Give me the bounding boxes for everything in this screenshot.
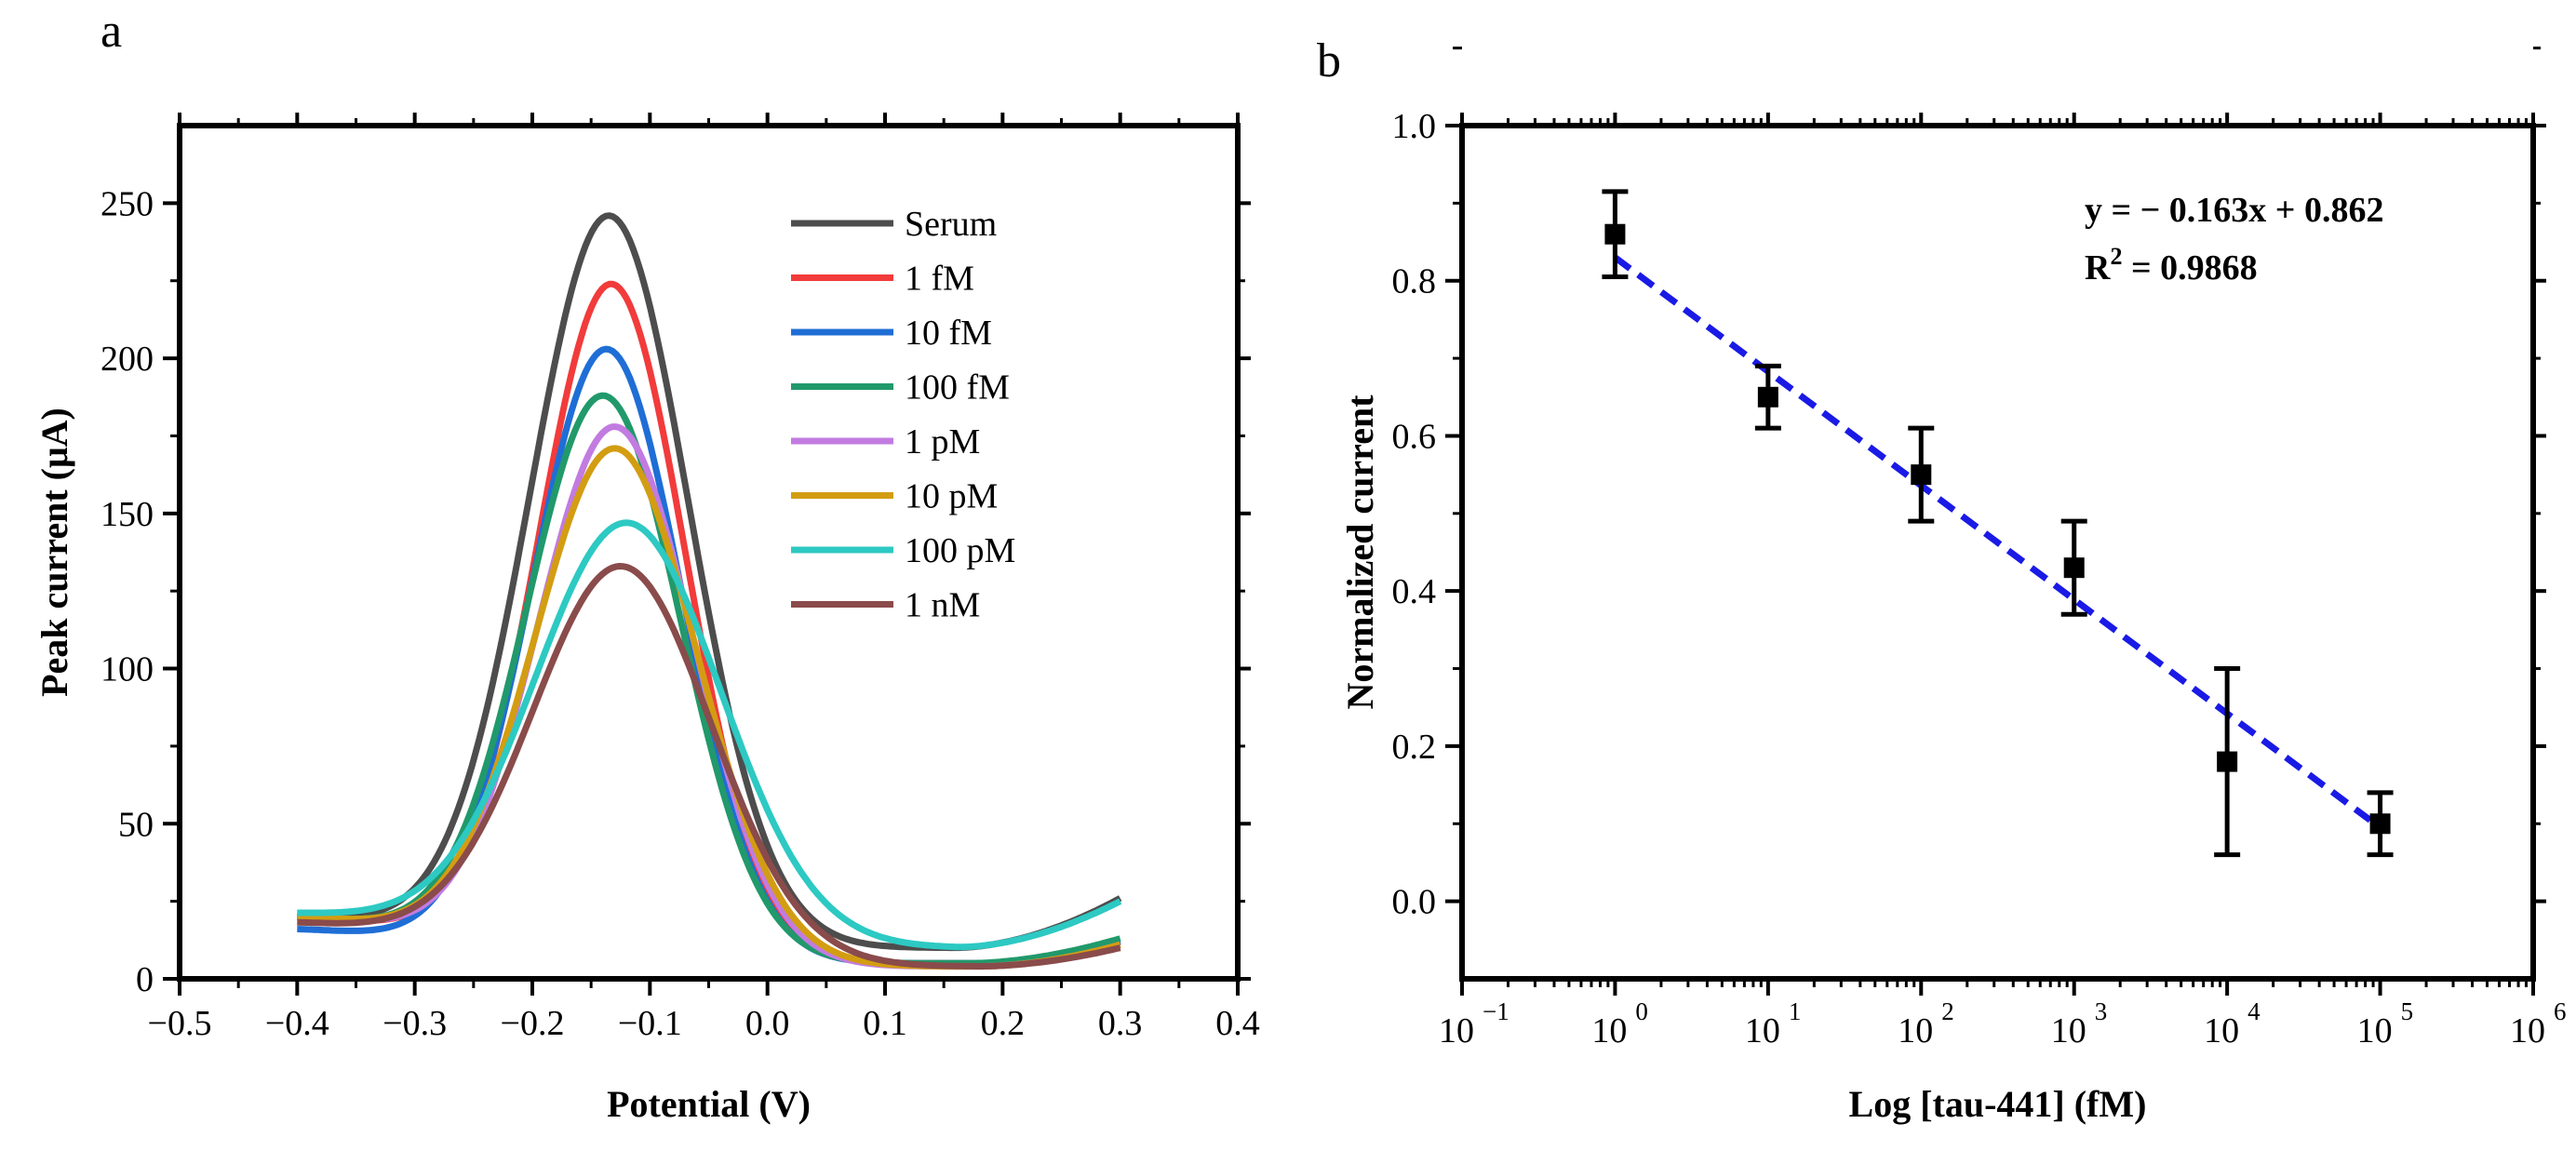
x-tick-exponent-b: −1 (1483, 997, 1509, 1025)
x-tick-label-b: 10 (1898, 1011, 1933, 1050)
y-tick-label-b: 0.8 (1392, 262, 1437, 301)
r-squared: R2 = 0.9868 (2085, 243, 2258, 288)
data-point (1604, 223, 1626, 245)
x-tick-label-b: 10 (1745, 1011, 1780, 1050)
y-tick-label-a: 150 (101, 495, 154, 534)
y-tick-label-a: 50 (118, 805, 154, 844)
y-tick-label-a: 100 (101, 650, 154, 689)
data-point (2217, 751, 2238, 772)
legend-label: 100 fM (905, 368, 1010, 408)
r-squared-value: = 0.9868 (2122, 248, 2257, 288)
fit-equation: y = − 0.163x + 0.862 (2085, 191, 2383, 230)
series-line-1-nm (297, 563, 1121, 970)
y-tick-label-a: 0 (136, 960, 154, 999)
data-point (2369, 813, 2391, 835)
x-tick-exponent-b: 3 (2095, 997, 2108, 1025)
r-squared-prefix: R (2085, 248, 2111, 288)
y-tick-label-b: 0.0 (1392, 883, 1437, 922)
x-tick-exponent-b: 5 (2401, 997, 2414, 1025)
x-tick-label-b: 10 (2204, 1011, 2239, 1050)
series-line-serum (297, 212, 1122, 952)
legend-label: 1 nM (905, 586, 980, 625)
series-line-100-pm (297, 519, 1122, 951)
legend-label: 100 pM (905, 531, 1015, 570)
x-tick-label-a: −0.5 (148, 1004, 212, 1043)
x-tick-exponent-b: 0 (1635, 997, 1648, 1025)
x-tick-exponent-b: 6 (2554, 997, 2567, 1025)
x-tick-label-a: 0.2 (981, 1004, 1026, 1043)
y-axis-title-a: Peak current (μA) (34, 408, 75, 697)
x-tick-label-a: −0.4 (265, 1004, 329, 1043)
y-tick-label-a: 200 (101, 340, 154, 379)
legend-label: 10 fM (905, 314, 992, 353)
plot-frame-a (177, 123, 1241, 982)
x-tick-label-a: −0.1 (618, 1004, 682, 1043)
x-tick-label-a: 0.4 (1215, 1004, 1260, 1043)
chart-b: 10 −1 10 0 10 1 10 2 10 3 10 4 10 5 10 6 0.0 0.2 0.4 0.6 0.8… (1339, 47, 2567, 1125)
x-tick-label-b: 10 (2357, 1011, 2393, 1050)
x-tick-label-a: 0.3 (1098, 1004, 1143, 1043)
legend-label: 10 pM (905, 477, 998, 516)
chart-a: −0.5 −0.4 −0.3 −0.2 −0.1 0.0 0.1 0.2 0.3 0.4 0 50 10… (34, 113, 1260, 1125)
x-axis-title-a: Potential (V) (607, 1083, 811, 1125)
x-axis-title-b: Log [tau-441] (fM) (1849, 1083, 2147, 1125)
data-point (1911, 464, 1932, 486)
legend-label: 1 fM (905, 260, 974, 299)
x-tick-label-a: −0.3 (382, 1004, 447, 1043)
data-point (1757, 386, 1778, 408)
panel-label-b: b (1317, 34, 1341, 87)
y-tick-label-a: 250 (101, 184, 154, 223)
r-squared-superscript: 2 (2110, 243, 2122, 270)
legend-label: Serum (905, 205, 997, 244)
x-tick-exponent-b: 1 (1789, 997, 1802, 1025)
data-point (2063, 557, 2085, 579)
series-line-100-fm (297, 392, 1121, 967)
x-tick-label-a: 0.0 (745, 1004, 790, 1043)
x-tick-label-b: 10 (2051, 1011, 2086, 1050)
x-tick-label-a: 0.1 (863, 1004, 907, 1043)
panel-label-a: a (101, 5, 122, 58)
x-tick-label-a: −0.2 (501, 1004, 565, 1043)
y-tick-label-b: 0.6 (1392, 417, 1437, 456)
y-tick-label-b: 0.4 (1392, 572, 1437, 611)
x-tick-exponent-b: 2 (1941, 997, 1954, 1025)
x-tick-label-b: 10 (2510, 1011, 2545, 1050)
legend-label: 1 pM (905, 422, 980, 462)
plot-frame-b (1459, 123, 2536, 982)
x-tick-exponent-b: 4 (2247, 997, 2261, 1025)
x-tick-label-b: 10 (1439, 1011, 1474, 1050)
x-tick-label-b: 10 (1591, 1011, 1627, 1050)
fit-line (1613, 254, 2382, 831)
y-tick-label-b: 0.2 (1392, 728, 1437, 767)
y-tick-label-b: 1.0 (1392, 107, 1437, 146)
y-axis-title-b: Normalized current (1339, 395, 1381, 710)
